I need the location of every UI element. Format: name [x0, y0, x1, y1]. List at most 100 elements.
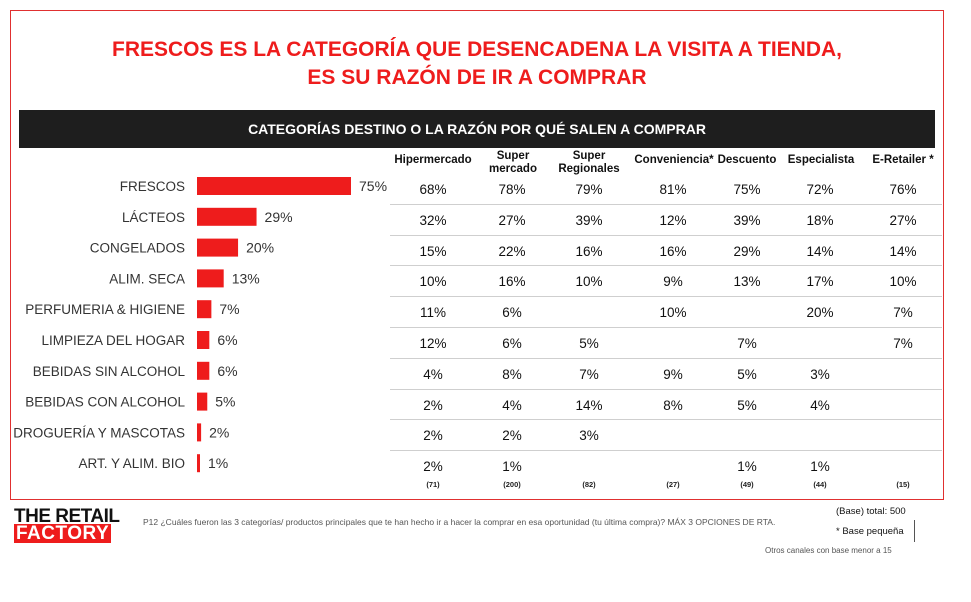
slide-title-line2: ES SU RAZÓN DE IR A COMPRAR — [307, 66, 647, 89]
logo-factory: FACTORY — [14, 523, 112, 544]
table-cell: 12% — [659, 212, 687, 228]
table-cell: 4% — [810, 397, 830, 413]
table-cell: 12% — [419, 336, 447, 351]
base-total-note: (Base) total: 500 — [836, 506, 906, 517]
table-cell: 8% — [502, 366, 522, 382]
table-cell: 6% — [502, 305, 522, 321]
category-label: PERFUMERIA & HIGIENE — [25, 302, 185, 317]
col-header-conveniencia: Conveniencia* — [634, 154, 714, 166]
bar — [197, 331, 210, 349]
table-cell: 18% — [806, 212, 834, 228]
table-cell: 17% — [806, 274, 834, 290]
table-cell: 76% — [889, 182, 917, 197]
base-count: (15) — [896, 480, 910, 489]
table-cell: 22% — [498, 243, 526, 259]
bar-value-label: 20% — [246, 240, 274, 256]
table-cell: 10% — [889, 274, 917, 290]
table-cell: 9% — [663, 274, 683, 290]
table-cell: 68% — [419, 182, 447, 197]
bar — [197, 392, 208, 411]
row-divider — [390, 388, 942, 390]
table-cell: 1% — [502, 459, 522, 475]
slide-title-line1: FRESCOS ES LA CATEGORÍA QUE DESENCADENA … — [112, 38, 842, 61]
base-count: (71) — [426, 480, 440, 489]
row-divider — [390, 296, 942, 298]
bar — [197, 361, 210, 380]
bar — [197, 269, 224, 288]
row-divider — [390, 265, 942, 267]
col-header-hipermercado: Hipermercado — [394, 154, 472, 166]
col-header-descuento: Descuento — [717, 154, 777, 166]
table-cell: 81% — [659, 182, 687, 197]
table-cell: 1% — [737, 459, 757, 475]
table-cell: 75% — [733, 182, 761, 197]
row-divider — [390, 357, 942, 359]
table-cell: 10% — [419, 274, 447, 290]
row-divider — [390, 203, 942, 205]
bar-value-label: 2% — [209, 424, 229, 440]
bar-value-label: 6% — [217, 332, 237, 348]
category-label: ALIM. SECA — [109, 271, 185, 286]
table-cell: 5% — [579, 336, 599, 351]
bar — [197, 238, 239, 257]
section-band: CATEGORÍAS DESTINO O LA RAZÓN POR QUÉ SA… — [19, 110, 935, 148]
table-cell: 16% — [575, 243, 603, 259]
table-cell: 7% — [893, 305, 913, 321]
table-cell: 2% — [502, 428, 522, 444]
bar — [197, 177, 351, 195]
table-cell: 5% — [737, 366, 757, 382]
table-cell: 78% — [498, 182, 526, 197]
col-header-supermercado-text: Super mercado — [489, 150, 537, 175]
table-cell: 3% — [579, 428, 599, 444]
table-cell: 5% — [737, 397, 757, 413]
category-label: ART. Y ALIM. BIO — [78, 456, 185, 471]
table-cell: 4% — [423, 366, 443, 382]
table-cell: 3% — [810, 366, 830, 382]
bar-chart: FRESCOS 75% LÁCTEOS 29% CONGELADOS 20% ALIM. S… — [13, 177, 387, 473]
table-cell: 1% — [810, 459, 830, 475]
col-header-super-regionales: Super Regionales — [556, 150, 622, 176]
other-channels-note: Otros canales con base menor a 15 — [765, 546, 892, 555]
table-cell: 27% — [498, 212, 526, 228]
col-header-especialista: Especialista — [787, 154, 855, 166]
table-cell: 39% — [575, 212, 603, 228]
base-count: (200) — [503, 480, 521, 489]
small-base-note: * Base pequeña — [836, 526, 904, 537]
table-cell: 4% — [502, 397, 522, 413]
col-header-supermercado: Super mercado — [487, 150, 539, 176]
bar-value-label: 5% — [215, 394, 235, 410]
base-count: (27) — [666, 480, 680, 489]
base-count: (82) — [582, 480, 596, 489]
base-count: (49) — [740, 480, 754, 489]
table-cell: 20% — [806, 305, 834, 321]
table-cell: 7% — [893, 336, 913, 351]
bar — [197, 423, 202, 442]
question-footnote: P12 ¿Cuáles fueron las 3 categorías/ pro… — [143, 517, 776, 527]
category-label: CONGELADOS — [90, 241, 185, 256]
table-cell: 6% — [502, 336, 522, 351]
table-cell: 14% — [806, 243, 834, 259]
slide-frame — [10, 10, 944, 500]
table-cell: 11% — [419, 305, 447, 321]
row-divider — [390, 419, 942, 421]
col-header-super-regionales-text: Super Regionales — [558, 150, 620, 175]
table-cell: 32% — [419, 212, 447, 228]
table-cell: 14% — [575, 397, 603, 413]
bar — [197, 207, 257, 226]
category-label: DROGUERÍA Y MASCOTAS — [13, 425, 185, 440]
table-cell: 29% — [733, 243, 761, 259]
category-label: LIMPIEZA DEL HOGAR — [41, 333, 185, 348]
table-cell: 15% — [419, 243, 447, 259]
col-header-e-retailer: E-Retailer * — [872, 154, 934, 166]
bar — [197, 454, 200, 473]
logo: THE RETAIL — [14, 506, 120, 527]
table-cell: 39% — [733, 212, 761, 228]
category-label: FRESCOS — [120, 179, 185, 194]
bar-value-label: 1% — [208, 455, 228, 471]
bar-value-label: 75% — [359, 178, 387, 194]
table-cell: 7% — [737, 336, 757, 351]
table-cell: 2% — [423, 397, 443, 413]
row-divider — [390, 450, 942, 452]
bar-value-label: 13% — [232, 270, 260, 286]
table-cell: 79% — [575, 182, 603, 197]
